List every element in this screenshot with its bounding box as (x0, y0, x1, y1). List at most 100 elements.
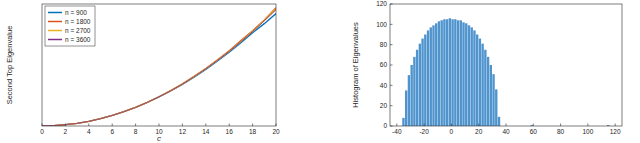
legend-box (45, 6, 95, 46)
histogram-bar (462, 22, 464, 126)
x-tick (65, 124, 66, 127)
y-tick (390, 126, 393, 127)
y-axis-label: Second Top Eigenvalue (5, 26, 14, 105)
histogram-bar (443, 19, 445, 126)
legend-label: n = 1800 (65, 18, 91, 25)
y-tick-label: 100 (376, 21, 387, 28)
y-tick-label: 60 (380, 61, 388, 68)
histogram-bar (479, 39, 481, 126)
legend-label: n = 3600 (65, 36, 91, 43)
x-tick-label: 14 (202, 128, 210, 135)
x-tick (587, 124, 588, 127)
histogram-bar (408, 75, 410, 126)
plot-area (402, 18, 609, 126)
y-tick (390, 105, 393, 106)
legend-label: n = 900 (65, 9, 87, 16)
histogram-bar (457, 20, 459, 126)
x-tick (135, 124, 136, 127)
histogram-bar (498, 117, 500, 126)
histogram-bar (468, 25, 470, 126)
x-tick-label: 20 (272, 128, 280, 135)
x-tick (560, 124, 561, 127)
histogram-bar (424, 35, 426, 127)
legend-swatch (48, 12, 62, 14)
y-tick-label: 40 (380, 82, 388, 89)
axes-frame (390, 4, 622, 126)
x-tick-label: 80 (557, 128, 565, 135)
line-series (42, 9, 276, 126)
x-tick (478, 124, 479, 127)
x-axis-label: c (157, 134, 161, 143)
legend-swatch (48, 21, 62, 23)
figure: 02468101214161820cSecond Top Eigenvaluen… (0, 0, 640, 143)
x-tick (88, 124, 89, 127)
x-tick-label: 2 (64, 128, 68, 135)
x-tick (451, 124, 452, 127)
histogram-bar (419, 44, 421, 126)
x-tick-label: 120 (610, 128, 621, 135)
y-tick-label: 80 (380, 41, 388, 48)
x-tick (506, 124, 507, 127)
line-series (42, 10, 276, 126)
histogram-bar (430, 27, 432, 126)
histogram-bar (484, 50, 486, 126)
histogram-bar (435, 23, 437, 126)
histogram-bar (446, 19, 448, 126)
x-tick-label: 12 (179, 128, 187, 135)
x-tick (42, 124, 43, 127)
histogram-bar (416, 50, 418, 126)
x-tick-label: 18 (249, 128, 257, 135)
x-tick (533, 124, 534, 127)
legend-swatch (48, 39, 62, 41)
y-tick (390, 24, 393, 25)
histogram-bar (481, 44, 483, 126)
histogram-bar (440, 20, 442, 126)
x-tick-label: 60 (530, 128, 538, 135)
x-tick (252, 124, 253, 127)
x-tick (159, 124, 160, 127)
histogram-bar (471, 27, 473, 126)
y-tick (390, 44, 393, 45)
x-tick-label: 6 (110, 128, 114, 135)
x-tick (229, 124, 230, 127)
x-tick-label: -40 (392, 128, 402, 135)
histogram-bar (490, 65, 492, 126)
y-tick (390, 65, 393, 66)
x-tick-label: 100 (582, 128, 593, 135)
y-tick-label: 0 (383, 122, 387, 129)
axes-frame (42, 4, 276, 126)
x-tick-label: 4 (87, 128, 91, 135)
histogram-bar (495, 89, 497, 126)
histogram-bar (402, 118, 404, 126)
legend-swatch (48, 30, 62, 32)
x-tick-label: 40 (502, 128, 510, 135)
x-tick-label: -20 (419, 128, 429, 135)
y-tick (390, 4, 393, 5)
histogram-bar (465, 23, 467, 126)
x-tick (112, 124, 113, 127)
x-tick (276, 124, 277, 127)
histogram-bar (454, 19, 456, 126)
x-tick-label: 0 (450, 128, 454, 135)
x-tick-label: 8 (134, 128, 138, 135)
histogram-bar (449, 18, 451, 126)
legend: n = 900 n = 1800 n = 2700 n = 3600 (45, 6, 95, 46)
histogram-bar (476, 35, 478, 127)
y-tick (390, 85, 393, 86)
histogram-bar (473, 30, 475, 126)
x-tick (396, 124, 397, 127)
x-tick-label: 20 (475, 128, 483, 135)
histogram-bar (451, 19, 453, 126)
histogram-bar (421, 39, 423, 126)
histogram-bar (492, 74, 494, 126)
histogram-bar (427, 30, 429, 126)
legend-label: n = 2700 (65, 27, 91, 34)
x-tick-label: 0 (40, 128, 44, 135)
histogram-bar (410, 65, 412, 126)
histogram-bar (405, 90, 407, 126)
line-series (42, 14, 276, 126)
y-tick-label: 120 (376, 0, 387, 7)
x-tick (615, 124, 616, 127)
y-axis-label: Histogram of Eigenvalues (351, 22, 360, 108)
histogram-bar (460, 20, 462, 126)
